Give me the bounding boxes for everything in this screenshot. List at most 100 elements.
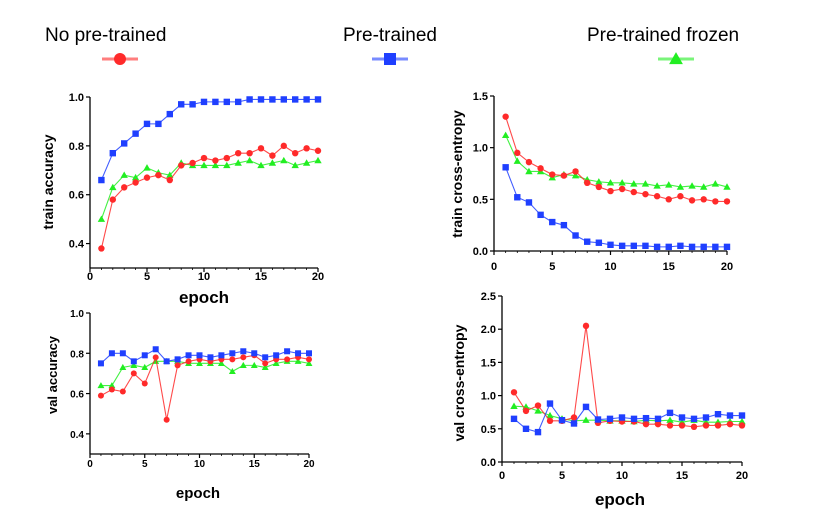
point-pre-trained-train-accuracy xyxy=(143,120,151,128)
point-no-pre-trained-train-accuracy xyxy=(109,196,117,203)
xtick-label-train-cross-entropy: 15 xyxy=(663,261,675,273)
point-no-pre-trained-train-accuracy xyxy=(280,142,287,150)
point-pre-trained-frozen-train-accuracy xyxy=(120,171,128,178)
xtick-label-val-accuracy: 10 xyxy=(194,459,206,470)
point-pre-trained-frozen-train-cross-entropy xyxy=(723,183,731,190)
point-no-pre-trained-val-accuracy xyxy=(152,354,159,361)
point-pre-trained-frozen-train-accuracy xyxy=(291,161,299,169)
point-pre-trained-val-accuracy xyxy=(273,352,280,359)
point-pre-trained-frozen-train-cross-entropy xyxy=(618,179,626,186)
point-no-pre-trained-train-cross-entropy xyxy=(525,158,533,166)
xtick-label-train-accuracy: 20 xyxy=(312,271,324,283)
point-no-pre-trained-val-cross-entropy xyxy=(546,417,554,425)
point-pre-trained-frozen-train-cross-entropy xyxy=(676,183,685,190)
point-pre-trained-train-cross-entropy xyxy=(688,243,696,251)
point-pre-trained-val-cross-entropy xyxy=(654,415,662,423)
point-pre-trained-frozen-train-accuracy xyxy=(166,171,174,178)
point-pre-trained-frozen-val-cross-entropy xyxy=(510,402,518,409)
ytick-label-val-accuracy: 1.0 xyxy=(70,309,84,320)
point-pre-trained-frozen-val-accuracy xyxy=(239,361,247,368)
point-pre-trained-frozen-val-accuracy xyxy=(141,363,149,370)
legend-label-no-pretrained: No pre-trained xyxy=(45,25,166,46)
point-pre-trained-train-cross-entropy xyxy=(630,242,637,250)
point-no-pre-trained-train-cross-entropy xyxy=(549,171,556,178)
ylabel-train-accuracy: train accuracy xyxy=(40,134,56,229)
point-no-pre-trained-train-accuracy xyxy=(155,171,162,179)
point-pre-trained-frozen-train-cross-entropy xyxy=(606,179,615,186)
point-pre-trained-val-accuracy xyxy=(163,358,170,365)
point-pre-trained-val-accuracy xyxy=(262,354,269,361)
point-pre-trained-train-cross-entropy xyxy=(525,199,533,206)
point-pre-trained-frozen-train-accuracy xyxy=(143,164,151,171)
point-pre-trained-frozen-train-cross-entropy xyxy=(641,180,650,187)
ytick-label-train-accuracy: 1.0 xyxy=(69,92,84,104)
point-pre-trained-val-accuracy xyxy=(141,352,148,359)
ytick-label-val-cross-entropy: 1.5 xyxy=(481,357,496,369)
point-no-pre-trained-val-accuracy xyxy=(306,356,312,363)
point-pre-trained-train-accuracy xyxy=(257,96,265,103)
point-pre-trained-frozen-train-cross-entropy xyxy=(688,182,696,189)
point-no-pre-trained-train-cross-entropy xyxy=(653,193,661,200)
point-pre-trained-val-cross-entropy xyxy=(606,415,614,423)
point-no-pre-trained-val-cross-entropy xyxy=(510,389,518,396)
point-pre-trained-train-accuracy xyxy=(223,98,230,106)
ytick-label-val-cross-entropy: 2.5 xyxy=(481,291,496,303)
xtick-label-train-cross-entropy: 20 xyxy=(721,261,733,273)
point-pre-trained-frozen-train-accuracy xyxy=(280,156,288,164)
point-pre-trained-val-cross-entropy xyxy=(726,412,734,419)
point-pre-trained-frozen-train-accuracy xyxy=(268,159,277,166)
point-no-pre-trained-train-accuracy xyxy=(189,159,196,167)
point-no-pre-trained-train-cross-entropy xyxy=(630,188,637,196)
point-pre-trained-train-cross-entropy xyxy=(665,243,672,251)
point-pre-trained-frozen-val-accuracy xyxy=(294,357,302,364)
point-pre-trained-frozen-val-cross-entropy xyxy=(582,416,590,423)
point-pre-trained-frozen-train-accuracy xyxy=(109,183,117,191)
point-pre-trained-frozen-train-cross-entropy xyxy=(501,131,510,139)
point-pre-trained-frozen-train-accuracy xyxy=(211,161,220,169)
point-no-pre-trained-val-accuracy xyxy=(163,416,170,423)
ytick-label-train-cross-entropy: 1.5 xyxy=(473,91,488,103)
point-no-pre-trained-val-cross-entropy xyxy=(570,414,578,421)
point-pre-trained-train-accuracy xyxy=(98,176,105,184)
point-pre-trained-train-accuracy xyxy=(314,96,322,103)
xtick-label-val-accuracy: 20 xyxy=(303,459,315,470)
point-no-pre-trained-train-accuracy xyxy=(257,145,265,152)
point-pre-trained-val-cross-entropy xyxy=(510,415,518,423)
xtick-label-val-cross-entropy: 0 xyxy=(499,470,505,482)
point-pre-trained-val-cross-entropy xyxy=(738,412,746,419)
point-no-pre-trained-val-cross-entropy xyxy=(738,422,746,429)
point-no-pre-trained-val-accuracy xyxy=(229,356,236,363)
point-pre-trained-train-cross-entropy xyxy=(700,243,707,251)
point-pre-trained-val-cross-entropy xyxy=(642,414,650,422)
point-no-pre-trained-val-accuracy xyxy=(97,392,104,399)
legend-swatches xyxy=(102,52,694,65)
point-no-pre-trained-train-cross-entropy xyxy=(677,193,684,200)
point-pre-trained-frozen-train-accuracy xyxy=(200,161,208,169)
point-pre-trained-val-accuracy xyxy=(251,350,258,357)
point-pre-trained-train-accuracy xyxy=(212,98,219,106)
point-no-pre-trained-train-accuracy xyxy=(246,149,253,157)
point-no-pre-trained-train-accuracy xyxy=(292,149,299,157)
xtick-label-val-accuracy: 15 xyxy=(249,459,261,470)
point-no-pre-trained-train-accuracy xyxy=(235,149,242,157)
point-no-pre-trained-train-cross-entropy xyxy=(618,185,626,193)
point-no-pre-trained-train-accuracy xyxy=(143,174,151,181)
point-pre-trained-val-cross-entropy xyxy=(570,420,578,427)
point-no-pre-trained-val-cross-entropy xyxy=(678,422,686,429)
point-pre-trained-val-cross-entropy xyxy=(594,416,602,423)
xlabel-val-cross-entropy: epoch xyxy=(595,490,645,509)
point-pre-trained-train-cross-entropy xyxy=(712,243,719,251)
point-pre-trained-frozen-val-accuracy xyxy=(272,359,280,366)
point-pre-trained-val-cross-entropy xyxy=(582,403,590,411)
ylabel-train-cross-entropy: train cross-entropy xyxy=(449,110,465,238)
point-pre-trained-frozen-val-accuracy xyxy=(97,382,105,389)
point-no-pre-trained-train-accuracy xyxy=(98,245,105,252)
xlabel-val-accuracy: epoch xyxy=(176,485,220,502)
ytick-label-train-cross-entropy: 1.0 xyxy=(473,143,488,155)
point-pre-trained-frozen-train-cross-entropy xyxy=(595,178,603,185)
point-no-pre-trained-train-cross-entropy xyxy=(514,149,521,157)
xtick-label-train-cross-entropy: 0 xyxy=(491,261,497,273)
point-pre-trained-train-accuracy xyxy=(235,98,242,106)
point-no-pre-trained-val-accuracy xyxy=(284,356,291,363)
xtick-label-train-accuracy: 0 xyxy=(87,271,93,283)
